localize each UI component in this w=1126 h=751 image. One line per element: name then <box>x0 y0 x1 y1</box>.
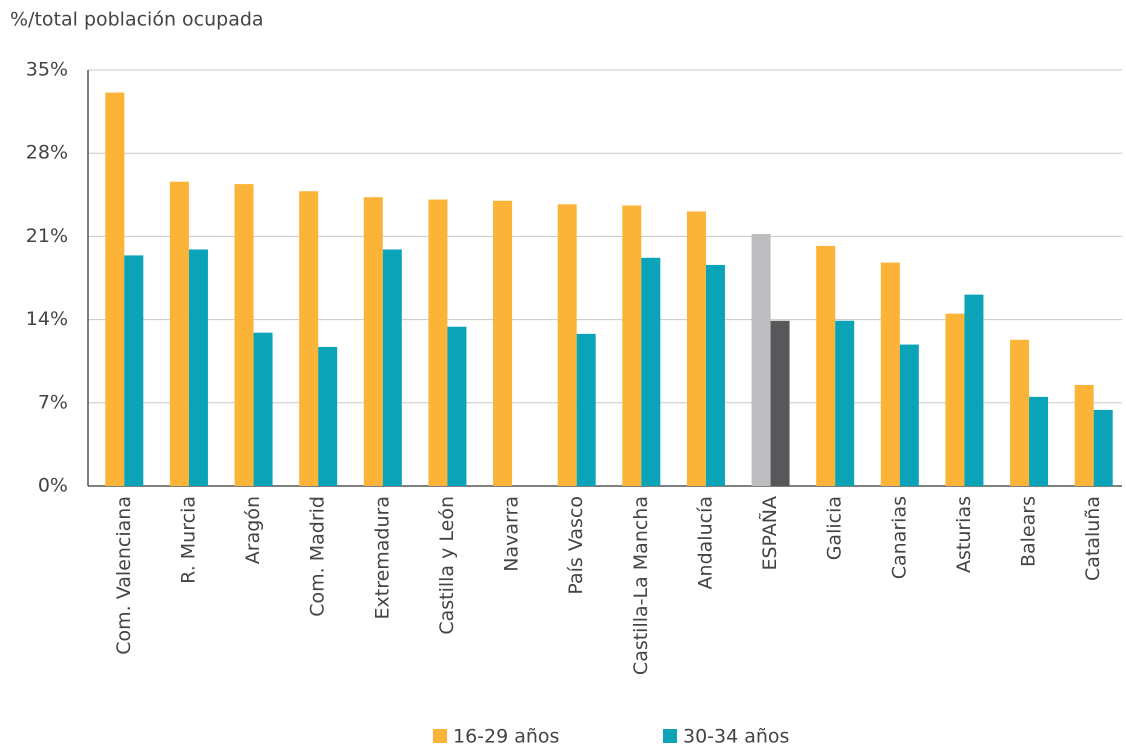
x-tick-label: Com. Valenciana <box>113 496 135 655</box>
x-tick-label: Andalucía <box>694 496 716 589</box>
bar <box>751 234 771 486</box>
x-tick-label: País Vasco <box>565 496 587 595</box>
bar <box>816 245 836 486</box>
bar <box>363 197 383 487</box>
bar <box>234 184 254 487</box>
bar <box>428 199 448 486</box>
bar <box>686 211 706 486</box>
bar <box>964 294 984 486</box>
bar <box>382 249 402 486</box>
bar <box>253 332 273 486</box>
bar <box>318 346 338 486</box>
legend-swatch <box>663 729 677 743</box>
x-tick-label: Asturias <box>953 496 975 573</box>
bar <box>493 200 513 486</box>
bar <box>299 191 319 486</box>
y-tick-label: 21% <box>26 225 68 247</box>
bar <box>1010 339 1030 486</box>
bar <box>945 313 965 486</box>
bar <box>169 181 189 486</box>
y-tick-label: 0% <box>38 475 68 497</box>
bar <box>557 204 577 486</box>
x-tick-label: Balears <box>1018 496 1040 567</box>
y-tick-label: 7% <box>38 391 68 413</box>
x-tick-label: Canarias <box>888 496 910 579</box>
bar <box>641 257 661 486</box>
x-tick-label: Galicia <box>824 496 846 560</box>
y-tick-label: 28% <box>26 142 68 164</box>
bar <box>770 320 790 486</box>
bar <box>576 333 596 486</box>
legend-label: 16-29 años <box>453 726 559 748</box>
bar <box>447 326 467 486</box>
y-axis-label: %/total población ocupada <box>10 9 264 31</box>
bar <box>880 262 900 486</box>
x-tick-label: R. Murcia <box>177 496 199 584</box>
x-tick-label: Com. Madrid <box>307 496 329 617</box>
bar <box>1074 384 1094 486</box>
y-tick-label: 14% <box>26 308 68 330</box>
bar <box>124 255 144 486</box>
x-tick-label: Navarra <box>501 496 523 572</box>
x-tick-label: Cataluña <box>1082 496 1104 581</box>
bar <box>105 92 125 486</box>
x-tick-label: Castilla y León <box>436 496 458 635</box>
x-tick-label: Extremadura <box>371 496 393 620</box>
bar <box>1093 409 1113 486</box>
bar <box>1029 396 1049 486</box>
x-tick-label: ESPAÑA <box>758 496 781 571</box>
bar <box>622 205 642 487</box>
legend-swatch <box>433 729 447 743</box>
y-tick-label: 35% <box>26 59 68 81</box>
bar <box>188 249 208 486</box>
x-tick-label: Aragón <box>242 496 264 564</box>
x-tick-label: Castilla-La Mancha <box>630 496 652 675</box>
bar <box>705 264 725 486</box>
bar <box>899 344 919 486</box>
legend-label: 30-34 años <box>683 726 789 748</box>
bar <box>835 320 855 486</box>
